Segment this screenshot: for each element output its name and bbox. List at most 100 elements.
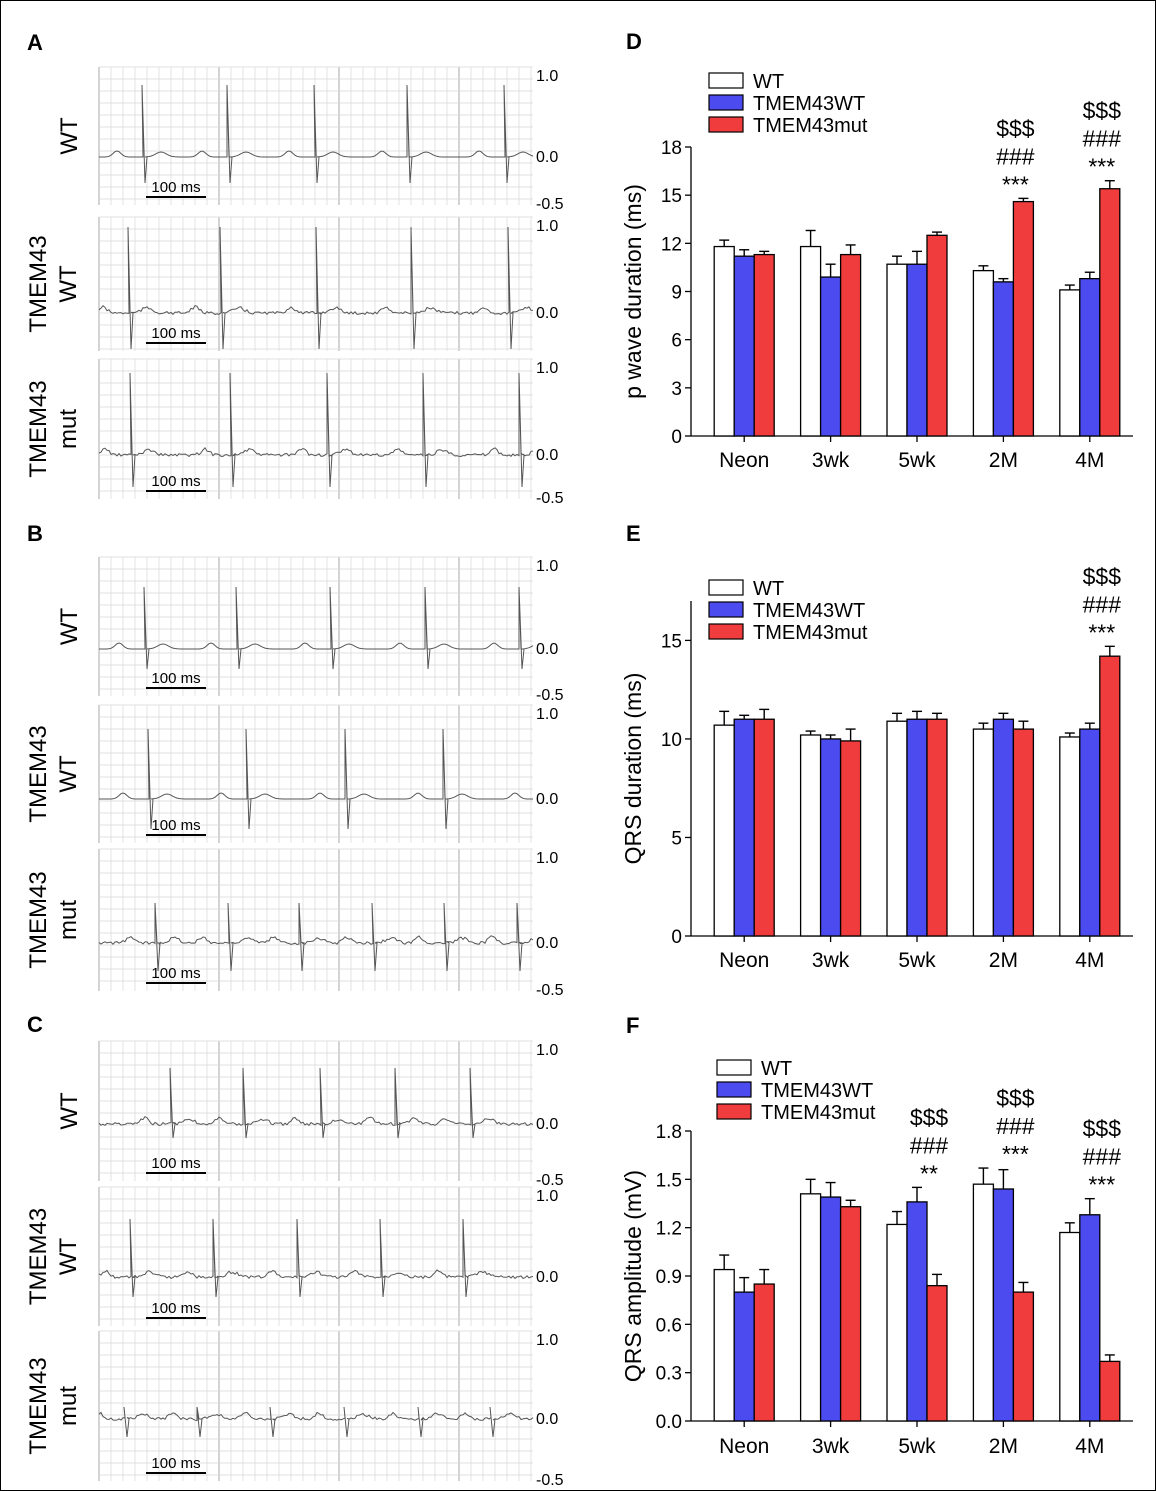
x-tick-label: Neon xyxy=(719,1435,769,1458)
scale-label: 100 ms xyxy=(151,325,200,342)
amplitude-label: 1.0 xyxy=(536,1042,558,1059)
bar-wt-4m xyxy=(1059,736,1081,937)
bar-tmem43mut-neon xyxy=(753,718,775,937)
bar-tmem43mut-5wk xyxy=(926,1285,948,1422)
amplitude-label: 0.0 xyxy=(536,1116,558,1133)
bar-tmem43mut-3wk xyxy=(839,253,862,437)
row-label-line: TMEM43 xyxy=(25,235,52,332)
legend-swatch xyxy=(708,72,744,89)
y-tick-label: 0.9 xyxy=(656,1267,682,1288)
bar-wt-5wk xyxy=(886,720,908,937)
ecg-trace xyxy=(98,372,534,488)
ecg-trace xyxy=(99,586,534,670)
amplitude-label: -0.5 xyxy=(536,490,564,507)
row-label-line: TMEM43 xyxy=(25,871,52,968)
x-tick-label: Neon xyxy=(719,449,769,472)
legend-swatch xyxy=(708,579,744,596)
x-tick-label: 3wk xyxy=(812,1435,850,1458)
scale-label: 100 ms xyxy=(151,1300,200,1317)
scale-label: 100 ms xyxy=(151,670,200,687)
legend-swatch xyxy=(716,1103,752,1120)
amplitude-label: 1.0 xyxy=(536,68,558,85)
bar-wt-4m xyxy=(1059,1231,1081,1422)
scale-label: 100 ms xyxy=(151,1155,200,1172)
y-axis-label-group: p wave duration (ms) xyxy=(620,184,646,399)
amplitude-label: 1.0 xyxy=(536,218,558,235)
significance-mark: $$$ xyxy=(910,1104,949,1130)
amplitude-label: 0.0 xyxy=(536,447,558,464)
significance-mark: ### xyxy=(1083,1144,1122,1170)
row-label: TMEM43 mut xyxy=(25,380,82,477)
legend-label: WT xyxy=(753,71,784,93)
significance-mark: *** xyxy=(1088,154,1115,180)
bar-wt-2m xyxy=(972,1183,995,1422)
bar-tmem43mut-neon xyxy=(753,1283,775,1422)
y-tick-label: 15 xyxy=(661,186,682,207)
legend-label: TMEM43WT xyxy=(753,93,865,115)
bar-tmem43wt-neon xyxy=(733,1291,755,1422)
amplitude-label: 0.0 xyxy=(536,149,558,166)
row-label-line: WT xyxy=(56,608,83,646)
panel-letter-b: B xyxy=(27,521,43,546)
amplitude-label: 0.0 xyxy=(536,641,558,658)
row-label-line: WT xyxy=(55,755,82,793)
x-tick-label: 4M xyxy=(1075,449,1104,472)
bar-wt-neon xyxy=(713,724,735,937)
row-label-line: WT xyxy=(56,117,83,155)
x-tick-label: 2M xyxy=(989,1435,1018,1458)
significance-mark: *** xyxy=(1002,1141,1029,1167)
bar-wt-5wk xyxy=(886,1223,908,1422)
x-tick-label: 5wk xyxy=(898,949,936,972)
amplitude-label: 1.0 xyxy=(536,360,558,377)
ecg-strip: WT 100 ms 1.0 0.0 -0.5 xyxy=(56,66,564,213)
ecg-strip: WT 100 ms 1.0 0.0 -0.5 xyxy=(56,556,564,704)
row-label-line: TMEM43 xyxy=(25,1357,52,1454)
x-tick-label: 4M xyxy=(1075,1435,1104,1458)
bar-wt-4m xyxy=(1059,289,1081,437)
bar-wt-3wk xyxy=(799,1193,822,1422)
ecg-trace xyxy=(98,902,534,972)
y-tick-label: 6 xyxy=(671,331,682,352)
bar-tmem43wt-5wk xyxy=(906,263,928,437)
legend-label: WT xyxy=(761,1058,792,1080)
bar-tmem43wt-5wk xyxy=(906,1201,928,1422)
panel-letter-f: F xyxy=(626,1013,639,1038)
bar-wt-5wk xyxy=(886,263,908,437)
bar-tmem43mut-5wk xyxy=(926,718,948,937)
amplitude-label: 0.0 xyxy=(536,791,558,808)
scale-label: 100 ms xyxy=(151,965,200,982)
x-tick-label: 2M xyxy=(989,449,1018,472)
row-label: TMEM43 mut xyxy=(25,871,82,968)
row-label-line: WT xyxy=(55,1238,82,1276)
amplitude-label: 1.0 xyxy=(536,706,558,723)
scale-label: 100 ms xyxy=(151,473,200,490)
significance-mark: ### xyxy=(1083,126,1122,152)
panel-letter-a: A xyxy=(27,30,43,55)
significance-mark: ** xyxy=(920,1160,938,1186)
bar-tmem43wt-4m xyxy=(1079,728,1101,937)
chart-f: F 0.0 0.3 0.6 0.9 1.2 1.5 1.8 QRS amplitude (mV)… xyxy=(620,1013,1133,1458)
bar-wt-2m xyxy=(972,269,995,437)
significance-mark: *** xyxy=(1088,619,1115,645)
bar-wt-neon xyxy=(713,245,735,437)
amplitude-label: -0.5 xyxy=(536,687,564,704)
amplitude-label: -0.5 xyxy=(536,1172,564,1189)
amplitude-label: 1.0 xyxy=(536,558,558,575)
x-tick-label: 5wk xyxy=(898,449,936,472)
bar-tmem43mut-3wk xyxy=(839,1206,862,1422)
x-tick-label: Neon xyxy=(719,949,769,972)
ecg-trace xyxy=(98,1067,534,1139)
bar-tmem43wt-2m xyxy=(992,281,1015,437)
row-label: TMEM43 WT xyxy=(25,1208,82,1305)
bar-tmem43mut-2m xyxy=(1012,1291,1035,1422)
bar-tmem43mut-4m xyxy=(1099,655,1121,937)
bar-wt-neon xyxy=(713,1268,735,1422)
bar-tmem43mut-4m xyxy=(1099,188,1121,437)
bar-wt-3wk xyxy=(799,734,822,937)
significance-mark: $$$ xyxy=(1083,1116,1122,1142)
x-tick-label: 4M xyxy=(1075,949,1104,972)
panel-letter-c: C xyxy=(27,1012,43,1037)
